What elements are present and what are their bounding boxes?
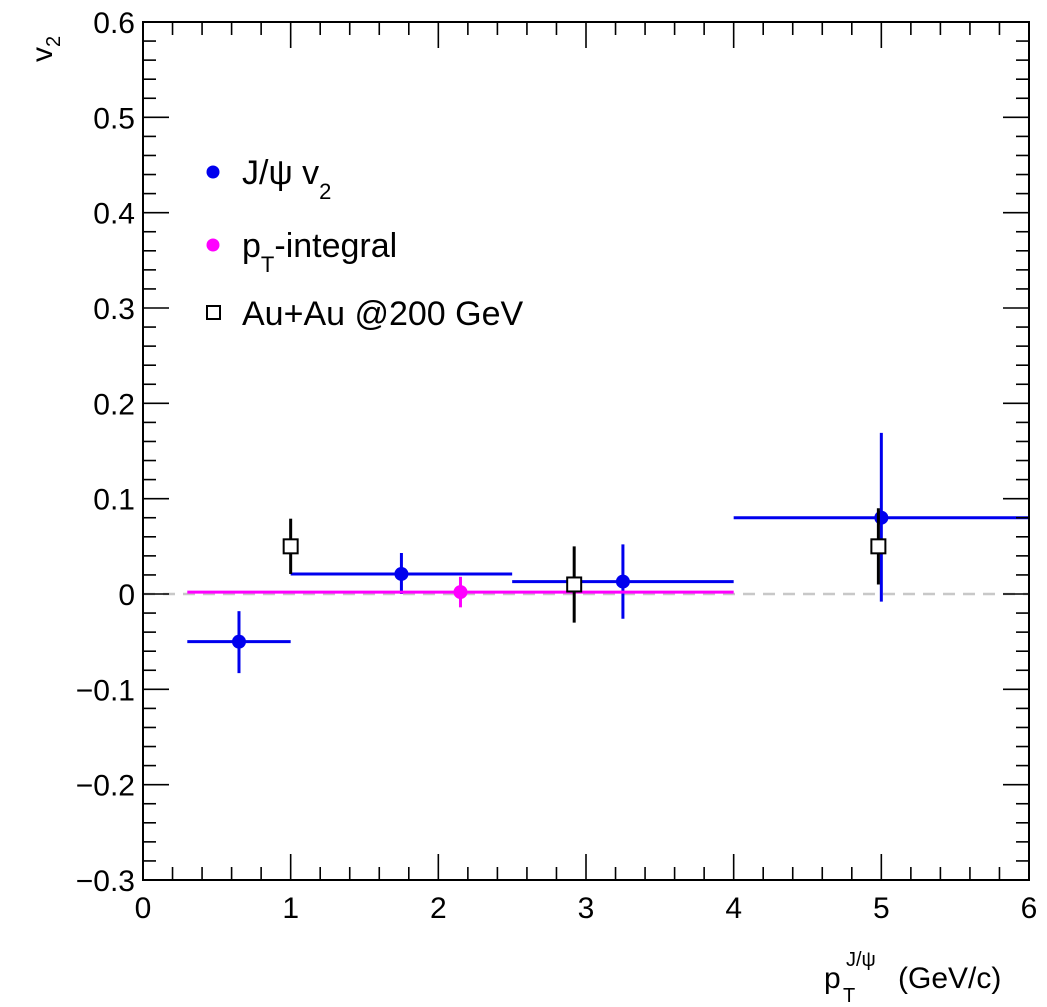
x-axis-title-sub: T xyxy=(843,985,855,1007)
data-point xyxy=(615,574,630,589)
data-point xyxy=(453,585,468,600)
data-point xyxy=(231,634,246,649)
y-tick-label: −0.2 xyxy=(76,770,135,803)
y-tick-label: 0.5 xyxy=(93,102,135,135)
data-layer xyxy=(187,432,1029,674)
series-2 xyxy=(187,576,734,608)
data-point xyxy=(394,566,409,581)
y-tick-label: 0.3 xyxy=(93,293,135,326)
legend-entry-1: J/ψ v2 xyxy=(206,154,331,204)
y-tick-label: 0.6 xyxy=(93,7,135,40)
series-1 xyxy=(187,432,1029,674)
x-axis-title-base: p xyxy=(824,962,841,995)
y-tick-label: −0.3 xyxy=(76,865,135,898)
legend-label: J/ψ v2 xyxy=(242,154,331,204)
x-tick-label: 5 xyxy=(873,892,890,925)
x-axis-title-unit: (GeV/c) xyxy=(898,962,1001,995)
legend-entry-3: Au+Au @200 GeV xyxy=(206,295,524,333)
x-tick-label: 6 xyxy=(1021,892,1038,925)
x-tick-label: 2 xyxy=(430,892,447,925)
data-point xyxy=(874,510,889,525)
y-tick-label: 0.1 xyxy=(93,484,135,517)
legend-marker xyxy=(206,165,220,179)
data-point xyxy=(870,538,887,555)
series-3 xyxy=(282,508,887,623)
y-axis-title: v2 xyxy=(26,36,65,62)
label-layer: 0 1 2 3 4 5 6 −0.3 −0.2 −0.1 0 0.1 0.2 0.3 0.4 0.5 0.6 v2… xyxy=(26,7,1037,1007)
legend-entry-2: pT-integral xyxy=(206,227,397,277)
legend-marker xyxy=(206,305,221,320)
y-tick-label: 0.4 xyxy=(93,198,135,231)
legend-marker xyxy=(206,238,220,252)
y-tick-label: 0 xyxy=(118,579,135,612)
frame-layer xyxy=(142,21,1030,881)
legend-label: Au+Au @200 GeV xyxy=(242,295,524,333)
legend-label: pT-integral xyxy=(242,227,397,277)
y-tick-label: −0.1 xyxy=(76,674,135,707)
y-tick-label: 0.2 xyxy=(93,388,135,421)
data-point xyxy=(566,576,583,593)
x-axis-title-sup: J/ψ xyxy=(846,949,876,971)
legend: J/ψ v2 pT-integral Au+Au @200 GeV xyxy=(206,154,524,333)
x-tick-label: 4 xyxy=(725,892,742,925)
x-tick-label: 1 xyxy=(282,892,299,925)
plot-frame xyxy=(142,21,1030,881)
data-point xyxy=(282,538,299,555)
x-tick-label: 3 xyxy=(578,892,595,925)
x-tick-label: 0 xyxy=(135,892,152,925)
